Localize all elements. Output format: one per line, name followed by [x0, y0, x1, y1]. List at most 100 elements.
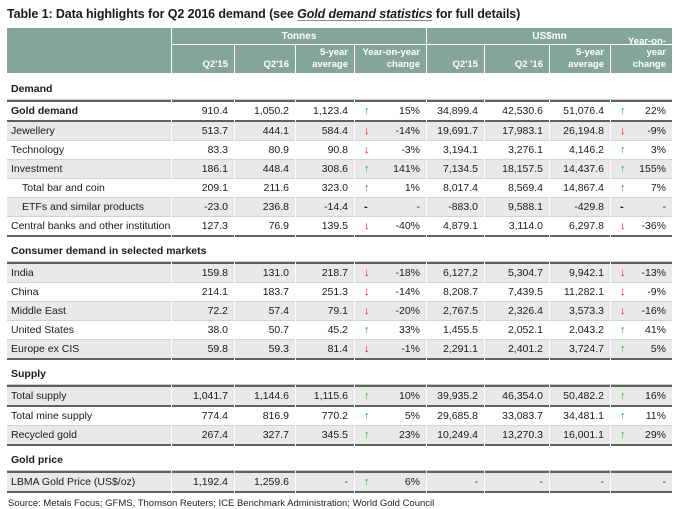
value-cell-tonnes-1: 57.4 — [235, 302, 295, 321]
gold-demand-statistics-link[interactable]: Gold demand statistics — [297, 7, 433, 21]
col-header-usd-yoy-change: Year-on-year change — [611, 36, 672, 73]
yoy-change-value: -18% — [395, 267, 420, 279]
yoy-change-cell-usd: ↓ -9% — [611, 283, 672, 302]
row-label: United States — [7, 321, 171, 340]
row-label: Europe ex CIS — [7, 340, 171, 360]
down-arrow-icon: ↓ — [364, 220, 370, 232]
col-header-usd-q216: Q2 '16 — [485, 45, 549, 73]
yoy-change-cell-usd: ↓ -16% — [611, 302, 672, 321]
yoy-change-cell-usd: ↑ 29% — [611, 426, 672, 446]
down-arrow-icon: ↓ — [620, 267, 626, 279]
yoy-change-cell-usd: ↓ -36% — [611, 217, 672, 237]
value-cell-tonnes-0: -23.0 — [172, 198, 234, 217]
value-cell-usd-0: 6,127.2 — [427, 262, 484, 283]
down-arrow-icon: ↓ — [620, 125, 626, 137]
yoy-change-value: 11% — [645, 410, 666, 422]
value-cell-tonnes-2: 1,115.6 — [296, 385, 354, 407]
yoy-change-cell-tonnes: ↓ -1% — [355, 340, 426, 360]
yoy-change-value: -3% — [401, 144, 420, 156]
row-label: Middle East — [7, 302, 171, 321]
value-cell-usd-2: 6,297.8 — [550, 217, 610, 237]
row-label: Jewellery — [7, 122, 171, 141]
value-cell-tonnes-2: 90.8 — [296, 141, 354, 160]
yoy-change-value: - — [662, 201, 667, 213]
value-cell-usd-0: 10,249.4 — [427, 426, 484, 446]
value-cell-usd-2: -429.8 — [550, 198, 610, 217]
value-cell-tonnes-0: 159.8 — [172, 262, 234, 283]
table-row: Central banks and other institutions 127.… — [7, 217, 672, 237]
value-cell-tonnes-1: 1,050.2 — [235, 100, 295, 122]
table-row: Investment 186.1 448.4 308.6 ↑ 141% 7,134.5 18,… — [7, 160, 672, 179]
value-cell-usd-0: -883.0 — [427, 198, 484, 217]
yoy-change-cell-tonnes: ↑ 23% — [355, 426, 426, 446]
yoy-change-cell-tonnes: ↓ -40% — [355, 217, 426, 237]
value-cell-tonnes-0: 1,041.7 — [172, 385, 234, 407]
yoy-change-cell-tonnes: ↑ 5% — [355, 407, 426, 426]
yoy-change-cell-usd: -- — [611, 198, 672, 217]
value-cell-tonnes-1: 327.7 — [235, 426, 295, 446]
value-cell-usd-1: 3,114.0 — [485, 217, 549, 237]
yoy-change-cell-tonnes: ↑ 33% — [355, 321, 426, 340]
value-cell-usd-1: 2,401.2 — [485, 340, 549, 360]
yoy-change-value: 23% — [398, 429, 420, 441]
section-header: Supply — [7, 360, 672, 385]
table-row: Total mine supply 774.4 816.9 770.2 ↑ 5% 29,68… — [7, 407, 672, 426]
up-arrow-icon: ↑ — [364, 182, 370, 194]
value-cell-tonnes-2: 584.4 — [296, 122, 354, 141]
yoy-change-cell-usd: ↑ 22% — [611, 100, 672, 122]
column-group-tonnes: Tonnes — [172, 28, 426, 44]
value-cell-usd-2: 26,194.8 — [550, 122, 610, 141]
value-cell-tonnes-1: 1,259.6 — [235, 471, 295, 493]
yoy-change-cell-usd: ↑ 41% — [611, 321, 672, 340]
up-arrow-icon: ↑ — [620, 390, 626, 402]
section-header: Consumer demand in selected markets — [7, 237, 672, 262]
up-arrow-icon: ↑ — [620, 163, 626, 175]
value-cell-tonnes-1: 816.9 — [235, 407, 295, 426]
yoy-change-cell-usd: ↓ -9% — [611, 122, 672, 141]
yoy-change-value: -14% — [395, 125, 420, 137]
value-cell-usd-1: 7,439.5 — [485, 283, 549, 302]
yoy-change-value: -9% — [647, 125, 666, 137]
value-cell-usd-2: 2,043.2 — [550, 321, 610, 340]
table-row: Europe ex CIS 59.8 59.3 81.4 ↓ -1% 2,291.1 2,40… — [7, 340, 672, 360]
table-row: India 159.8 131.0 218.7 ↓ -18% 6,127.2 5,304.7 9… — [7, 262, 672, 283]
value-cell-usd-2: 50,482.2 — [550, 385, 610, 407]
row-label: China — [7, 283, 171, 302]
value-cell-usd-0: 8,017.4 — [427, 179, 484, 198]
value-cell-usd-0: 2,767.5 — [427, 302, 484, 321]
table-row: United States 38.0 50.7 45.2 ↑ 33% 1,455.5 2,05… — [7, 321, 672, 340]
yoy-change-value: 10% — [398, 390, 420, 402]
value-cell-tonnes-0: 83.3 — [172, 141, 234, 160]
yoy-change-value: 3% — [650, 144, 666, 156]
column-group-usd: US$mn — [427, 28, 672, 44]
yoy-change-cell-tonnes: -- — [355, 198, 426, 217]
source-note: Source: Metals Focus; GFMS, Thomson Reut… — [8, 498, 435, 509]
down-arrow-icon: ↓ — [364, 305, 370, 317]
value-cell-tonnes-2: 345.5 — [296, 426, 354, 446]
up-arrow-icon: ↑ — [620, 429, 626, 441]
value-cell-tonnes-1: 444.1 — [235, 122, 295, 141]
row-label: India — [7, 262, 171, 283]
value-cell-usd-2: 3,724.7 — [550, 340, 610, 360]
down-arrow-icon: ↓ — [620, 305, 626, 317]
value-cell-usd-2: 14,867.4 — [550, 179, 610, 198]
value-cell-usd-1: 5,304.7 — [485, 262, 549, 283]
value-cell-usd-2: - — [550, 471, 610, 493]
yoy-change-value: -1% — [401, 343, 420, 355]
yoy-change-value: -14% — [395, 286, 420, 298]
value-cell-tonnes-0: 214.1 — [172, 283, 234, 302]
row-label: Technology — [7, 141, 171, 160]
value-cell-usd-0: 8,208.7 — [427, 283, 484, 302]
value-cell-usd-1: 42,530.6 — [485, 100, 549, 122]
yoy-change-cell-usd: ↑ 5% — [611, 340, 672, 360]
down-arrow-icon: ↓ — [620, 286, 626, 298]
row-label: ETFs and similar products — [7, 198, 171, 217]
col-header-tonnes-5yr-average: 5-year average — [296, 45, 354, 73]
value-cell-tonnes-1: 131.0 — [235, 262, 295, 283]
yoy-change-cell-tonnes: ↓ -18% — [355, 262, 426, 283]
table-row: Recycled gold 267.4 327.7 345.5 ↑ 23% 10,249.4… — [7, 426, 672, 446]
value-cell-tonnes-0: 774.4 — [172, 407, 234, 426]
value-cell-usd-1: 33,083.7 — [485, 407, 549, 426]
table-title: Table 1: Data highlights for Q2 2016 dem… — [7, 7, 672, 21]
down-arrow-icon: ↓ — [364, 343, 370, 355]
